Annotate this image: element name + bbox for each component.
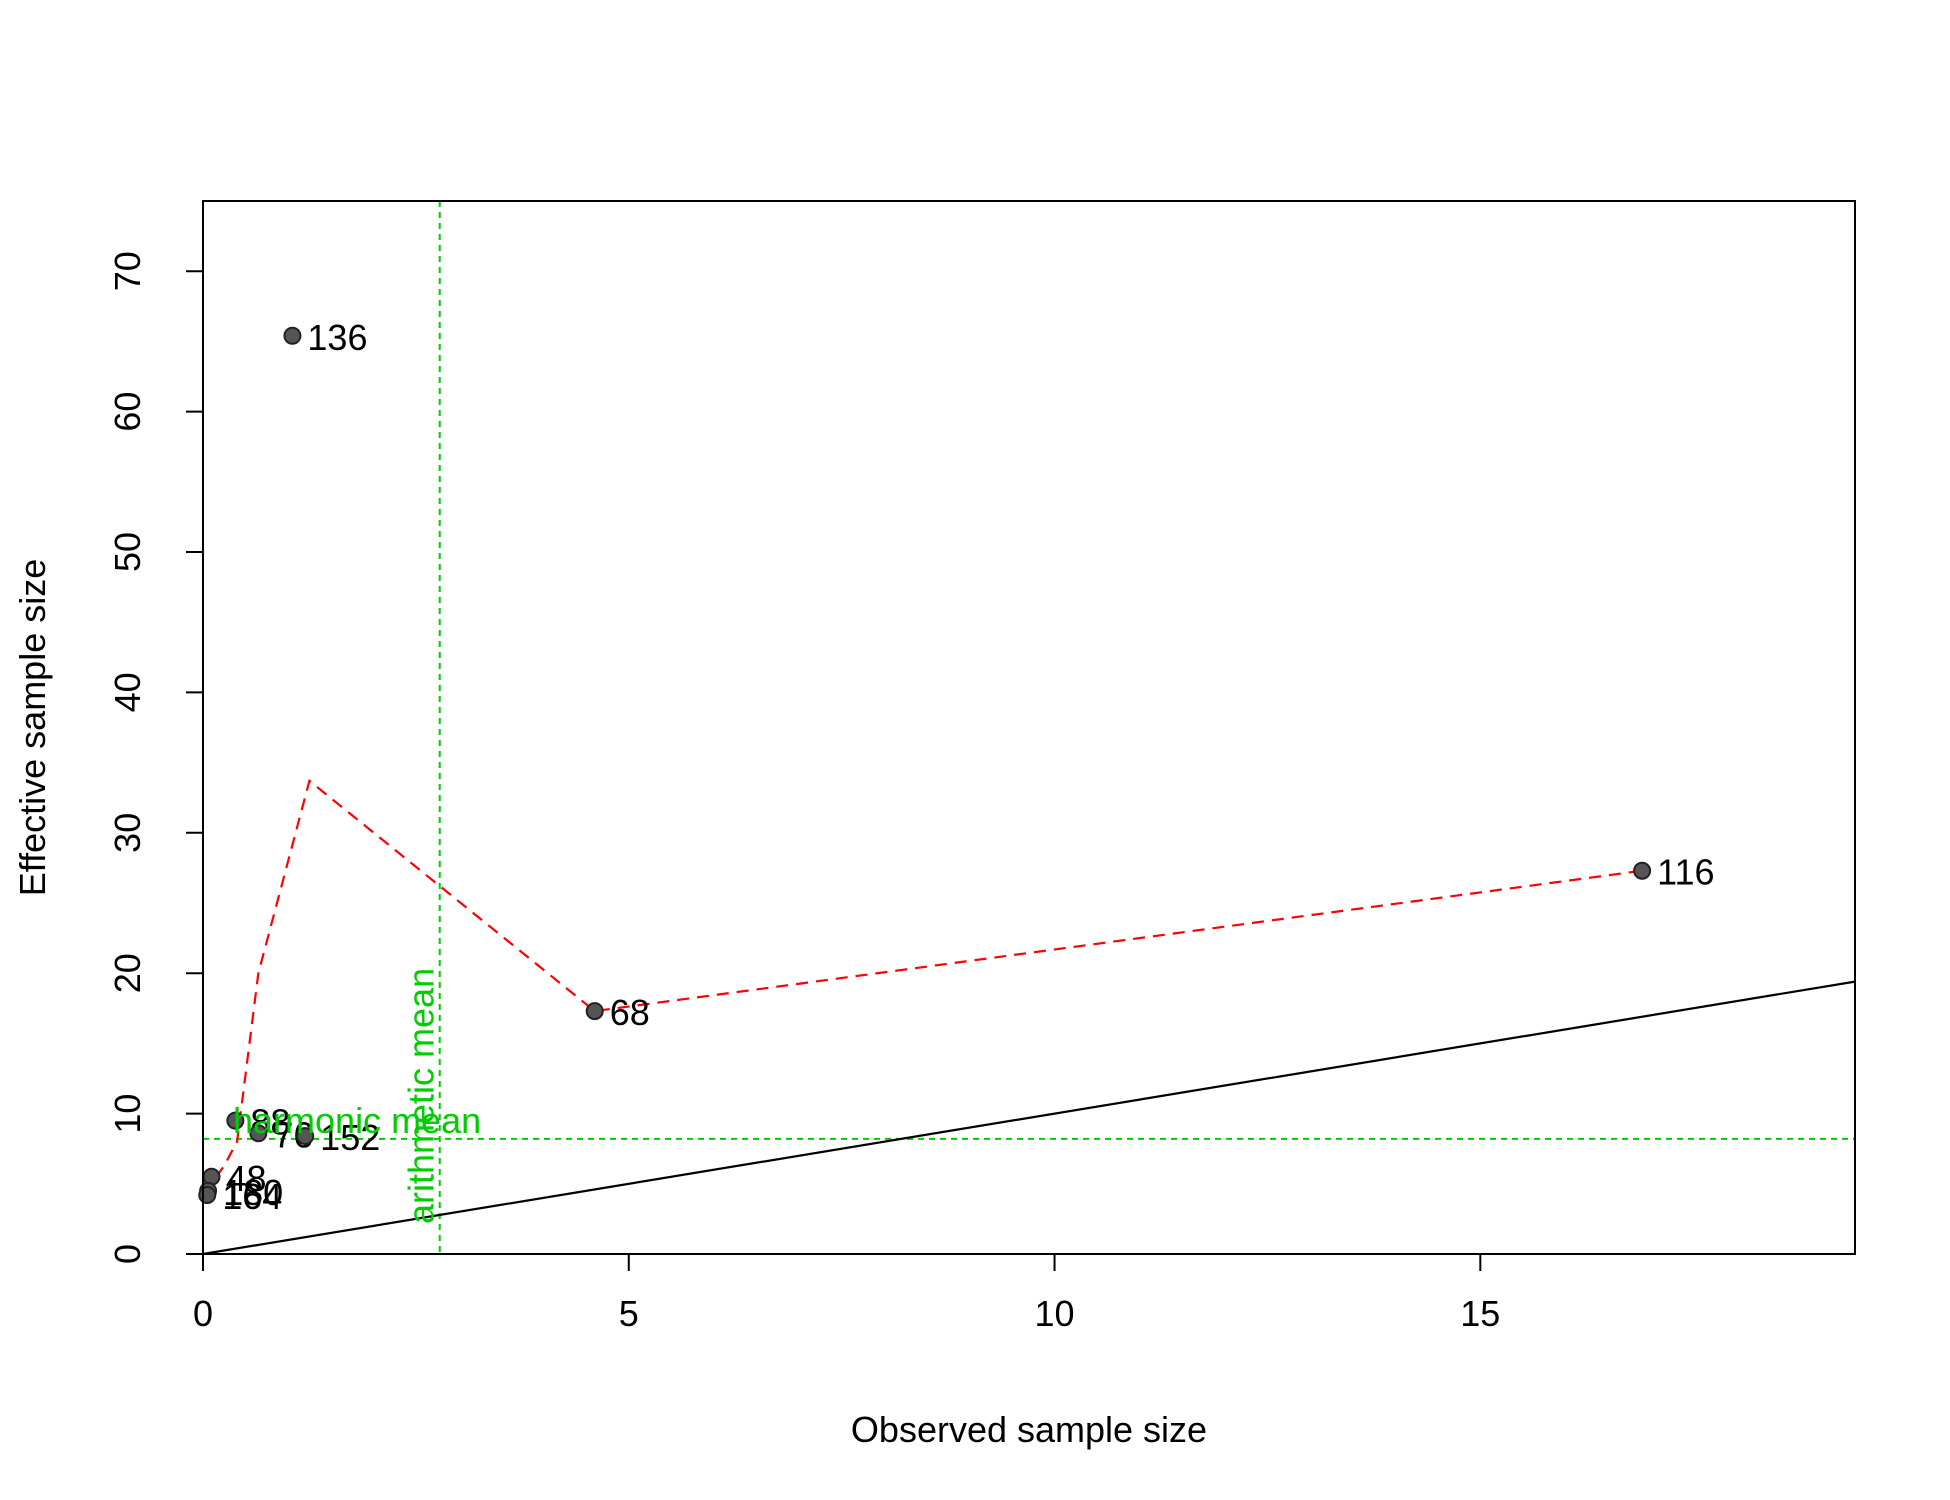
x-axis-label: Observed sample size (851, 1409, 1207, 1450)
smooth-line-group (206, 778, 1643, 1196)
y-tick-label: 70 (107, 251, 148, 291)
y-tick-label: 30 (107, 813, 148, 853)
data-point (585, 1002, 604, 1021)
data-point (1633, 861, 1652, 880)
y-axis: 0 10 20 30 40 50 60 70 (107, 251, 204, 1264)
data-point (226, 1111, 245, 1130)
point-label: 136 (307, 317, 367, 358)
x-tick-label: 15 (1460, 1293, 1500, 1334)
x-tick-label: 10 (1035, 1293, 1075, 1334)
point-label: 116 (1657, 852, 1714, 893)
data-point (296, 1127, 315, 1146)
point-label: 152 (320, 1117, 380, 1158)
y-tick-label: 60 (107, 392, 148, 432)
y-tick-label: 10 (107, 1094, 148, 1134)
point-label: 164 (222, 1176, 282, 1217)
x-tick-label: 5 (619, 1293, 639, 1334)
plot-frame (202, 200, 1856, 1255)
smooth-line (206, 778, 1643, 1196)
reference-lines (203, 201, 1855, 1254)
y-tick-label: 50 (107, 532, 148, 572)
point-label: 48 (227, 1158, 267, 1199)
harmonic-mean-label: harmonic mean (233, 1100, 481, 1141)
x-tick-label: 0 (193, 1293, 213, 1334)
data-point (249, 1124, 268, 1143)
point-label: 68 (610, 992, 650, 1033)
data-point (198, 1186, 217, 1205)
y-tick-label: 40 (107, 672, 148, 712)
identity-line-group (202, 980, 1856, 1256)
arithmetic-mean-label: arithmetic mean (401, 968, 442, 1224)
x-axis: 0 5 10 15 (193, 1253, 1500, 1334)
point-label: 180 (223, 1172, 283, 1213)
identity-line (202, 980, 1856, 1256)
data-point (283, 326, 302, 345)
y-tick-label: 0 (107, 1244, 148, 1264)
y-axis-label: Effective sample size (12, 559, 53, 896)
y-tick-label: 20 (107, 953, 148, 993)
